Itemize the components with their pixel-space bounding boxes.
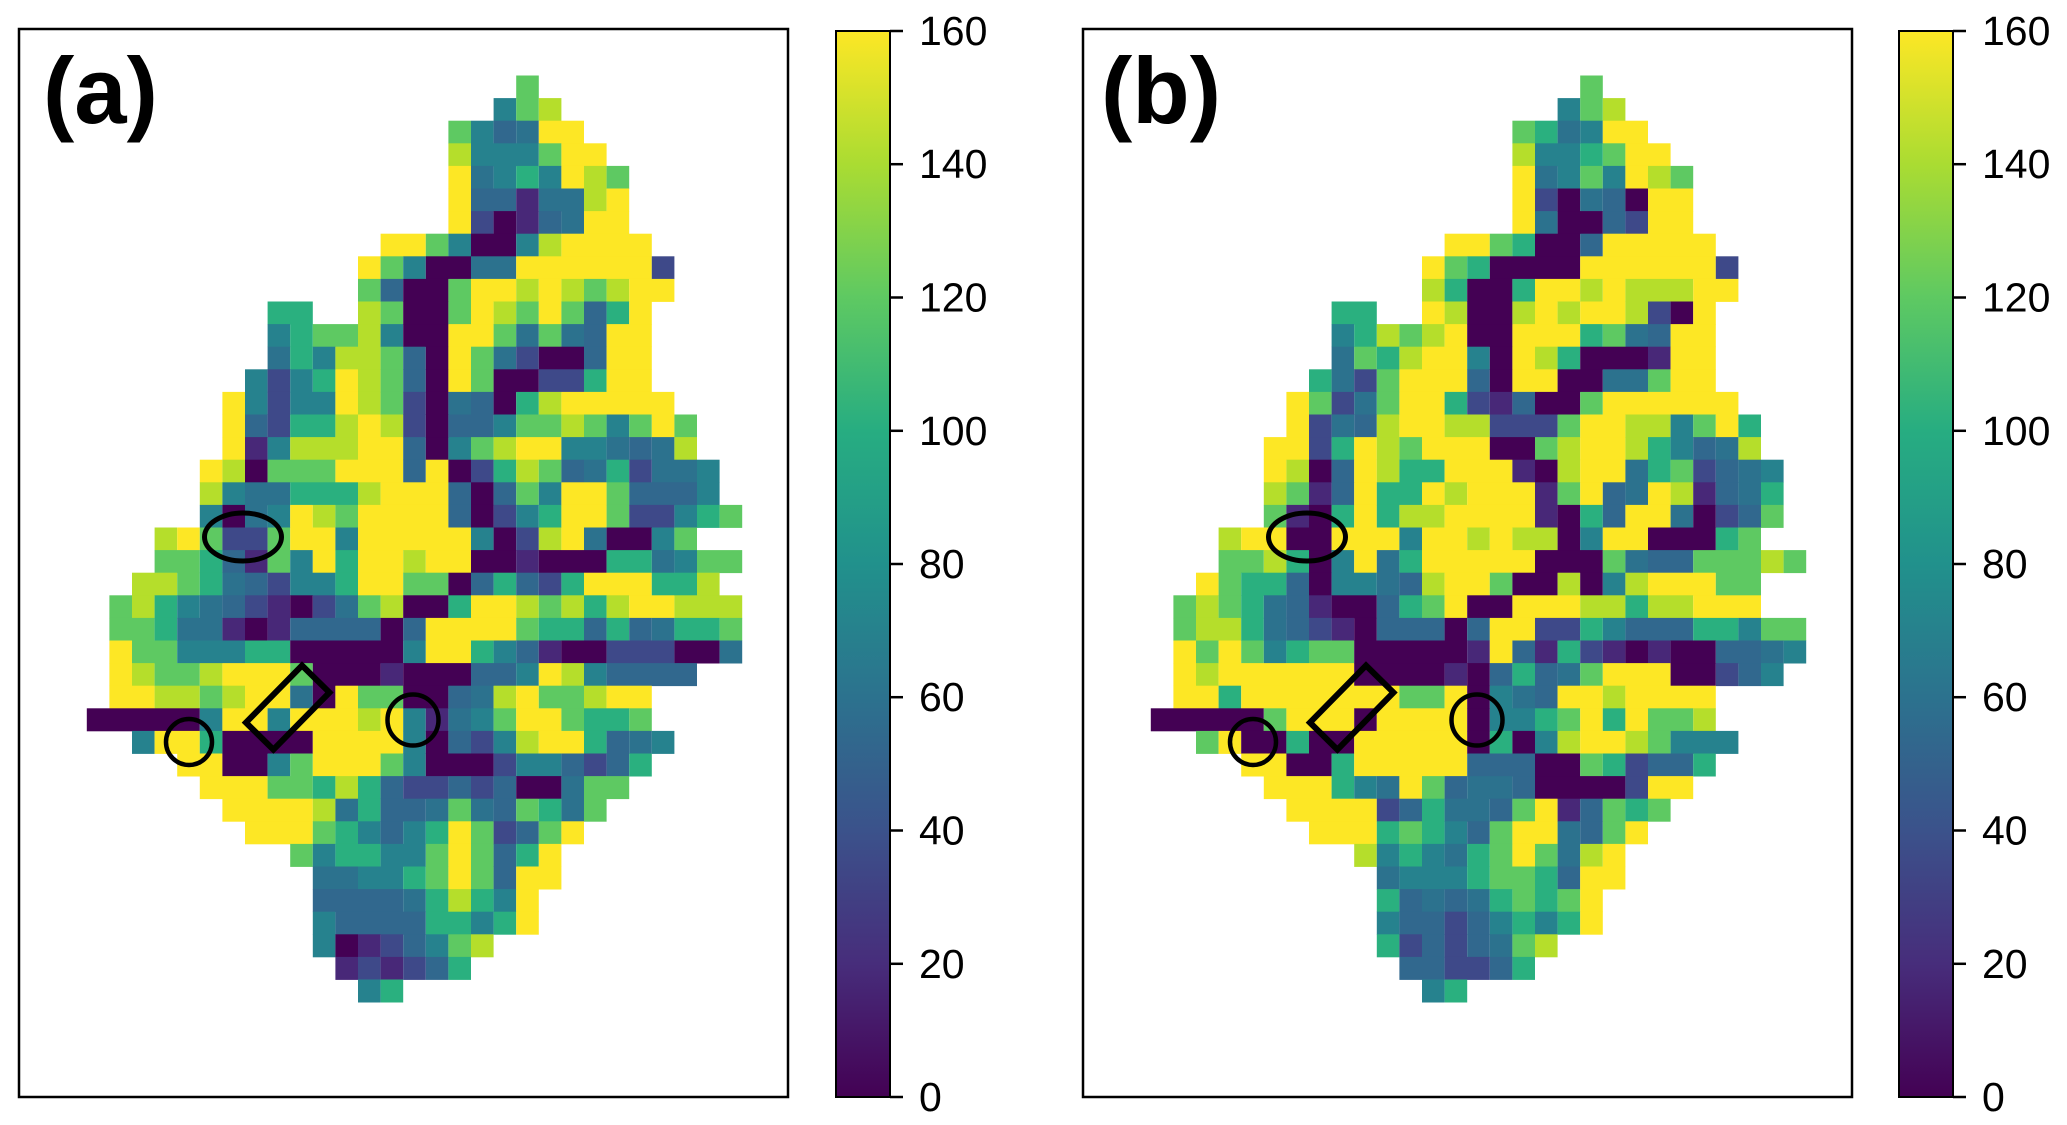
svg-text:160: 160 xyxy=(919,8,987,54)
svg-text:(a): (a) xyxy=(43,38,158,143)
svg-text:0: 0 xyxy=(1982,1074,2005,1120)
svg-text:140: 140 xyxy=(1982,141,2050,187)
svg-text:60: 60 xyxy=(919,674,965,720)
svg-text:20: 20 xyxy=(1982,941,2028,987)
svg-text:120: 120 xyxy=(1982,275,2050,321)
svg-text:120: 120 xyxy=(919,275,987,321)
svg-text:(b): (b) xyxy=(1101,38,1221,143)
svg-text:160: 160 xyxy=(1982,8,2050,54)
svg-text:140: 140 xyxy=(919,141,987,187)
svg-text:80: 80 xyxy=(919,541,965,587)
svg-text:0: 0 xyxy=(919,1074,942,1120)
svg-text:20: 20 xyxy=(919,941,965,987)
svg-text:40: 40 xyxy=(1982,808,2028,854)
svg-text:60: 60 xyxy=(1982,674,2028,720)
svg-text:40: 40 xyxy=(919,808,965,854)
svg-text:100: 100 xyxy=(919,408,987,454)
svg-text:80: 80 xyxy=(1982,541,2028,587)
svg-text:100: 100 xyxy=(1982,408,2050,454)
